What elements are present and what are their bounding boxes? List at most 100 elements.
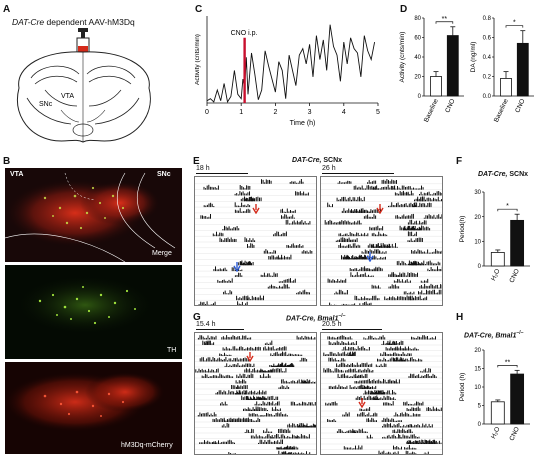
actogram-activity-tick bbox=[417, 424, 419, 428]
actogram-activity-tick bbox=[262, 396, 264, 400]
actogram-activity-tick bbox=[377, 397, 379, 400]
actogram-activity-tick bbox=[373, 387, 375, 389]
actogram-activity-tick bbox=[263, 347, 265, 351]
actogram-activity-tick bbox=[413, 262, 415, 266]
actogram-activity-tick bbox=[352, 210, 354, 213]
actogram-activity-tick bbox=[278, 442, 280, 444]
actogram-activity-tick bbox=[389, 181, 391, 184]
actogram-activity-tick bbox=[381, 180, 383, 184]
actogram-activity-tick bbox=[213, 337, 215, 340]
actogram-activity-tick bbox=[244, 295, 246, 301]
actogram-activity-tick bbox=[309, 292, 310, 295]
actogram-activity-tick bbox=[388, 451, 390, 454]
actogram-activity-tick bbox=[286, 415, 288, 417]
actogram-activity-tick bbox=[315, 424, 316, 428]
actogram-activity-tick bbox=[354, 197, 356, 202]
actogram-activity-tick bbox=[200, 370, 202, 373]
actogram-activity-tick bbox=[272, 442, 274, 444]
actogram-activity-tick bbox=[383, 179, 385, 184]
actogram-activity-tick bbox=[362, 256, 364, 260]
actogram-activity-tick bbox=[374, 249, 376, 254]
actogram-activity-tick bbox=[220, 358, 222, 362]
actogram-activity-tick bbox=[327, 278, 329, 283]
actogram-activity-tick bbox=[350, 354, 352, 356]
actogram-activity-tick bbox=[312, 338, 314, 340]
actogram-activity-tick bbox=[277, 231, 279, 237]
actogram-activity-tick bbox=[354, 348, 356, 351]
actogram-activity-tick bbox=[239, 191, 241, 196]
actogram-activity-tick bbox=[229, 348, 230, 351]
actogram-activity-tick bbox=[432, 406, 434, 411]
actogram-activity-tick bbox=[438, 440, 440, 444]
actogram-activity-tick bbox=[428, 368, 430, 373]
actogram-activity-tick bbox=[226, 363, 228, 367]
actogram-activity-tick bbox=[282, 379, 284, 384]
actogram-activity-tick bbox=[285, 257, 287, 260]
actogram-activity-tick bbox=[392, 186, 394, 190]
actogram-activity-tick bbox=[419, 188, 421, 190]
actogram-activity-tick bbox=[298, 402, 300, 406]
actogram-activity-tick bbox=[236, 205, 238, 208]
actogram-activity-tick bbox=[200, 442, 202, 444]
actogram-activity-tick bbox=[270, 353, 272, 356]
actogram-activity-tick bbox=[286, 453, 288, 454]
actogram-activity-tick bbox=[278, 447, 279, 450]
actogram-activity-tick bbox=[355, 430, 357, 433]
actogram-activity-tick bbox=[224, 441, 226, 444]
actogram-activity-tick bbox=[218, 281, 220, 283]
actogram-activity-tick bbox=[394, 436, 396, 439]
actogram-activity-tick bbox=[349, 257, 350, 260]
actogram-activity-tick bbox=[220, 390, 222, 395]
actogram-activity-tick bbox=[301, 292, 302, 295]
actogram-activity-tick bbox=[399, 191, 401, 196]
actogram-activity-tick bbox=[369, 258, 370, 260]
actogram-activity-tick bbox=[416, 348, 417, 351]
actogram-activity-tick bbox=[409, 219, 411, 225]
actogram-activity-tick bbox=[238, 262, 240, 266]
actogram-activity-tick bbox=[427, 278, 429, 283]
actogram-activity-tick bbox=[402, 359, 403, 362]
actogram-activity-tick bbox=[247, 347, 248, 351]
actogram-activity-tick bbox=[366, 396, 368, 400]
actogram-activity-tick bbox=[389, 205, 391, 208]
actogram-activity-tick bbox=[239, 185, 241, 190]
actogram-activity-tick bbox=[380, 452, 382, 454]
significance-bracket bbox=[497, 365, 518, 368]
actogram-activity-tick bbox=[219, 442, 221, 444]
actogram-activity-tick bbox=[414, 359, 416, 362]
actogram-activity-tick bbox=[418, 261, 419, 266]
actogram-activity-tick bbox=[223, 268, 224, 272]
cno-injection-marker bbox=[243, 37, 246, 103]
actogram-activity-tick bbox=[396, 193, 398, 196]
actogram-activity-tick bbox=[354, 386, 356, 389]
actogram-activity-tick bbox=[435, 249, 437, 254]
actogram-activity-tick bbox=[231, 385, 233, 389]
actogram-activity-tick bbox=[358, 445, 360, 450]
actogram-activity-tick bbox=[399, 225, 401, 231]
actogram-activity-tick bbox=[422, 423, 424, 428]
actogram-activity-tick bbox=[337, 373, 339, 378]
actogram-activity-tick bbox=[314, 425, 316, 428]
actogram-activity-tick bbox=[431, 199, 433, 202]
actogram-activity-tick bbox=[234, 442, 235, 444]
actogram-activity-tick bbox=[299, 423, 301, 428]
actogram-activity-tick bbox=[270, 402, 272, 406]
actogram-activity-tick bbox=[399, 435, 401, 439]
actogram-activity-tick bbox=[259, 390, 260, 395]
actogram-activity-tick bbox=[328, 341, 330, 345]
actogram-activity-tick bbox=[249, 419, 251, 422]
actogram-activity-tick bbox=[396, 274, 398, 277]
arrow-marker-blue bbox=[233, 262, 241, 272]
actogram-activity-tick bbox=[203, 216, 205, 219]
actogram-activity-tick bbox=[348, 352, 350, 356]
actogram-activity-tick bbox=[373, 285, 375, 289]
actogram-activity-tick bbox=[249, 191, 250, 196]
actogram-activity-tick bbox=[328, 357, 330, 362]
actogram-activity-tick bbox=[250, 346, 252, 351]
actogram-activity-tick bbox=[437, 196, 439, 202]
actogram-activity-tick bbox=[218, 390, 220, 395]
actogram-activity-tick bbox=[369, 369, 371, 373]
actogram-activity-tick bbox=[429, 228, 431, 231]
actogram-activity-tick bbox=[425, 215, 427, 219]
y-tick-label: 20 bbox=[414, 75, 421, 81]
